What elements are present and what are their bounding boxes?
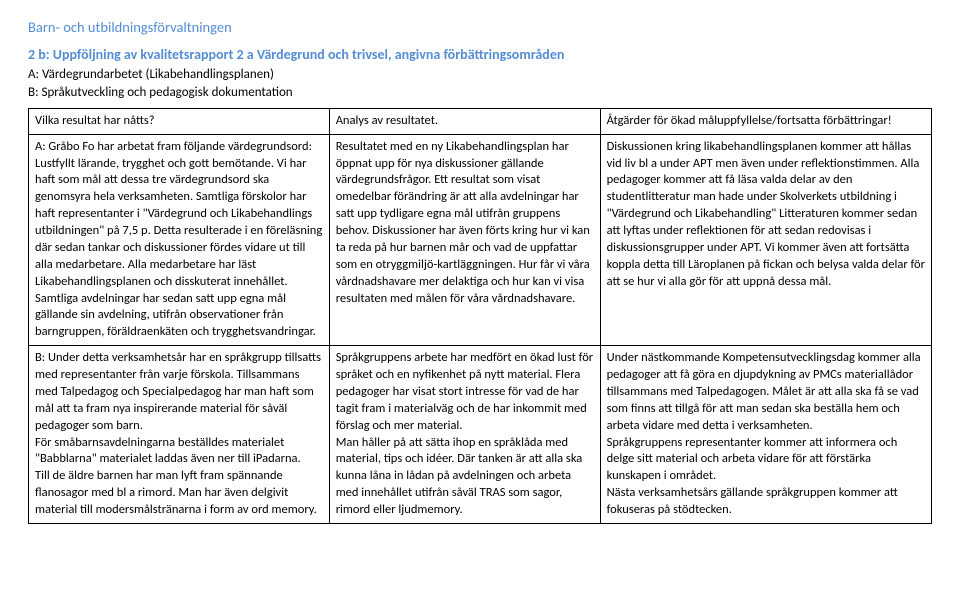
table-header-row: Vilka resultat har nåtts? Analys av resu… [29,108,932,134]
table-row: A: Gråbo Fo har arbetat fram följande vä… [29,134,932,346]
cell-b-actions: Under nästkommande Kompetensutvecklingsd… [600,346,931,524]
cell-a-analysis: Resultatet med en ny Likabehandlingsplan… [329,134,600,346]
section-sublines: A: Värdegrundarbetet (Likabehandlingspla… [28,67,932,102]
section-line-b: B: Språkutveckling och pedagogisk dokume… [28,85,932,102]
table-row: B: Under detta verksamhetsår har en språ… [29,346,932,524]
section-line-a: A: Värdegrundarbetet (Likabehandlingspla… [28,67,932,84]
cell-b-results: B: Under detta verksamhetsår har en språ… [29,346,330,524]
header-col3: Åtgärder för ökad måluppfyllelse/fortsat… [600,108,931,134]
department-header: Barn- och utbildningsförvaltningen [28,18,932,36]
cell-b-analysis: Språkgruppens arbete har medfört en ökad… [329,346,600,524]
cell-a-actions: Diskussionen kring likabehandlingsplanen… [600,134,931,346]
header-col1: Vilka resultat har nåtts? [29,108,330,134]
followup-table: Vilka resultat har nåtts? Analys av resu… [28,108,932,524]
section-title: 2 b: Uppföljning av kvalitetsrapport 2 a… [28,46,932,63]
header-col2: Analys av resultatet. [329,108,600,134]
cell-a-results: A: Gråbo Fo har arbetat fram följande vä… [29,134,330,346]
document-page: Barn- och utbildningsförvaltningen 2 b: … [0,0,960,542]
